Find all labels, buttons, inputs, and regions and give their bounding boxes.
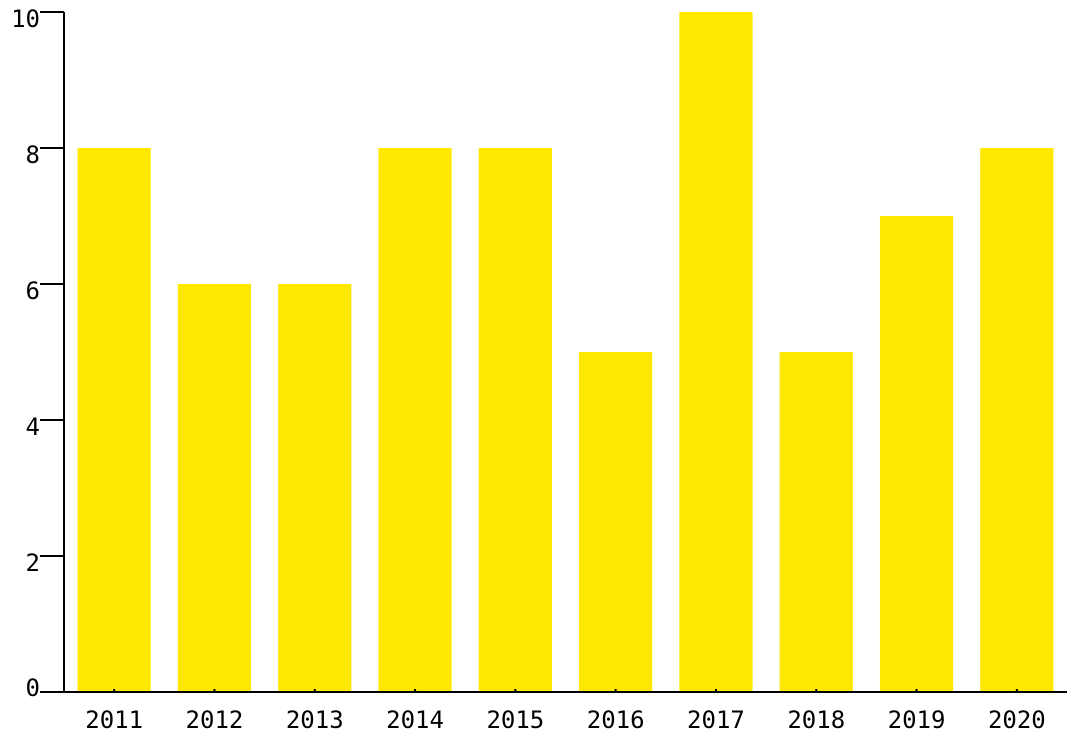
x-tick-label-2017: 2017 <box>687 706 745 734</box>
y-axis: 0 2 4 6 8 10 <box>11 5 65 702</box>
x-tick-label-2012: 2012 <box>186 706 244 734</box>
bar-2018 <box>779 352 853 692</box>
x-tick-label-2020: 2020 <box>988 706 1046 734</box>
y-tick-label-8: 8 <box>26 141 40 169</box>
bar-2020 <box>980 148 1054 692</box>
y-tick-label-10: 10 <box>11 5 40 33</box>
x-tick-label-2016: 2016 <box>587 706 645 734</box>
bars-group <box>77 12 1054 692</box>
bar-2013 <box>278 284 352 692</box>
y-tick-label-0: 0 <box>26 674 40 702</box>
bar-2016 <box>579 352 653 692</box>
y-tick-label-4: 4 <box>26 413 40 441</box>
bar-2012 <box>177 284 252 692</box>
x-tick-label-2019: 2019 <box>888 706 946 734</box>
bar-2015 <box>478 148 552 692</box>
bar-2011 <box>77 148 151 692</box>
bar-2014 <box>378 148 452 692</box>
y-tick-label-2: 2 <box>26 549 40 577</box>
x-axis: 2011 2012 2013 2014 2015 2016 2017 2018 2019 2020 <box>64 689 1067 734</box>
bar-2017 <box>679 12 753 692</box>
x-tick-label-2015: 2015 <box>486 706 544 734</box>
x-tick-label-2011: 2011 <box>85 706 143 734</box>
y-tick-label-6: 6 <box>26 277 40 305</box>
x-tick-label-2014: 2014 <box>386 706 444 734</box>
x-tick-label-2018: 2018 <box>787 706 845 734</box>
bar-2019 <box>879 216 954 692</box>
x-tick-label-2013: 2013 <box>286 706 344 734</box>
